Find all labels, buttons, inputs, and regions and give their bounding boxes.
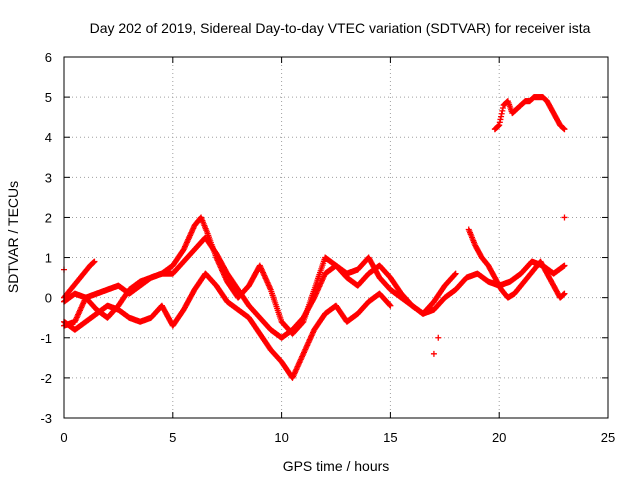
data-point <box>435 334 442 341</box>
data-point <box>561 126 568 133</box>
data-point <box>387 302 394 309</box>
data-marks <box>61 94 568 381</box>
y-tick-label: 3 <box>45 170 52 185</box>
y-tick-label: -1 <box>40 331 52 346</box>
data-point <box>561 290 568 297</box>
y-tick-label: -3 <box>40 411 52 426</box>
y-tick-label: -2 <box>40 371 52 386</box>
y-tick-label: 2 <box>45 210 52 225</box>
x-tick-label: 20 <box>492 430 506 445</box>
y-tick-label: 6 <box>45 50 52 65</box>
y-tick-label: 5 <box>45 90 52 105</box>
data-point <box>561 262 568 269</box>
data-point <box>430 350 437 357</box>
ticks: 0 5 10 15 20 25 -3 -2 -1 0 1 2 3 4 5 6 <box>40 50 615 445</box>
y-tick-label: 4 <box>45 130 52 145</box>
plot-frame <box>63 56 609 419</box>
chart-title: Day 202 of 2019, Sidereal Day-to-day VTE… <box>90 20 591 36</box>
y-axis-label: SDTVAR / TECUs <box>5 181 21 293</box>
x-axis-label: GPS time / hours <box>283 458 390 474</box>
data-point <box>91 258 98 265</box>
x-tick-label: 15 <box>383 430 397 445</box>
data-point <box>561 214 568 221</box>
x-tick-label: 25 <box>601 430 615 445</box>
x-tick-label: 5 <box>169 430 176 445</box>
x-tick-label: 10 <box>274 430 288 445</box>
x-tick-label: 0 <box>60 430 67 445</box>
y-tick-label: 0 <box>45 291 52 306</box>
y-tick-label: 1 <box>45 251 52 266</box>
grid <box>64 57 608 418</box>
data-point <box>452 270 459 277</box>
